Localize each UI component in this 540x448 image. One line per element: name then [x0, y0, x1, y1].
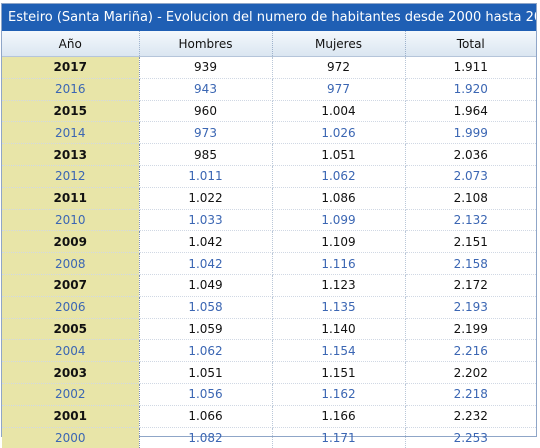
population-table: Año Hombres Mujeres Total 2017 939 972 1.91… [2, 31, 536, 448]
header-row: Año Hombres Mujeres Total [2, 31, 536, 57]
cell-mujeres: 1.026 [272, 121, 406, 145]
cell-year: 2001 [2, 405, 140, 428]
cell-total: 2.199 [405, 318, 536, 341]
table-row: 2001 1.066 1.166 2.232 [2, 405, 536, 428]
cell-year: 2005 [2, 318, 140, 341]
cell-hombres: 1.042 [139, 230, 273, 254]
cell-hombres: 960 [139, 100, 273, 123]
cell-total: 1.911 [405, 56, 536, 79]
cell-year: 2003 [2, 361, 140, 384]
cell-hombres: 1.049 [139, 274, 273, 297]
table-title: Esteiro (Santa Mariña) - Evolucion del n… [2, 4, 536, 31]
cell-total: 2.253 [453, 430, 488, 445]
cell-hombres: 985 [139, 143, 273, 166]
table-row: 2000 1.082 1.171 2.253 [2, 427, 536, 448]
cell-hombres: 1.062 [139, 339, 273, 363]
cell-year: 2011 [2, 187, 140, 210]
cell-total: 2.172 [405, 274, 536, 297]
cell-total: 2.193 [405, 296, 536, 319]
cell-mujeres: 1.099 [272, 209, 406, 232]
cell-mujeres: 977 [272, 78, 406, 101]
cell-total: 2.073 [405, 165, 536, 188]
cell-total: 2.232 [405, 405, 536, 428]
cell-total: 2.108 [405, 187, 536, 210]
cell-total: 2.216 [405, 339, 536, 363]
cell-year: 2013 [2, 143, 140, 166]
cell-year: 2006 [2, 296, 140, 319]
cell-total: 2.151 [405, 230, 536, 254]
cell-hombres: 1.022 [139, 187, 273, 210]
table-row: 2014 973 1.026 1.999 [2, 121, 536, 145]
header-hombres: Hombres [139, 31, 273, 57]
cell-mujeres: 1.086 [272, 187, 406, 210]
cell-mujeres: 1.109 [272, 230, 406, 254]
cell-total: 2.218 [405, 383, 536, 406]
cell-year: 2012 [2, 165, 140, 188]
table-row: 2007 1.049 1.123 2.172 [2, 274, 536, 297]
header-mujeres: Mujeres [272, 31, 406, 57]
cell-year: 2014 [2, 121, 140, 145]
table-row: 2012 1.011 1.062 2.073 [2, 165, 536, 188]
cell-year: 2002 [2, 383, 140, 406]
cell-mujeres: 1.171 [272, 427, 406, 448]
cell-hombres: 1.011 [139, 165, 273, 188]
cell-mujeres: 1.151 [272, 361, 406, 384]
cell-year: 2000 [2, 427, 140, 448]
cell-year: 2017 [2, 56, 140, 79]
cell-hombres: 1.051 [139, 361, 273, 384]
cell-year: 2015 [2, 100, 140, 123]
cell-mujeres: 1.166 [272, 405, 406, 428]
table-row: 2003 1.051 1.151 2.202 [2, 361, 536, 384]
header-total: Total [405, 31, 536, 57]
cell-hombres: 939 [139, 56, 273, 79]
cell-total: 2.158 [405, 252, 536, 275]
cell-hombres: 1.042 [139, 252, 273, 275]
table-row: 2002 1.056 1.162 2.218 [2, 383, 536, 406]
cell-hombres: 1.082 [139, 427, 273, 448]
cell-hombres: 943 [139, 78, 273, 101]
table-row: 2013 985 1.051 2.036 [2, 143, 536, 166]
cell-year: 2004 [2, 339, 140, 363]
cell-mujeres: 972 [272, 56, 406, 79]
cell-hombres: 973 [139, 121, 273, 145]
cell-year: 2016 [2, 78, 140, 101]
table-row: 2017 939 972 1.911 [2, 56, 536, 79]
table-row: 2015 960 1.004 1.964 [2, 100, 536, 123]
cell-mujeres: 1.123 [272, 274, 406, 297]
table-row: 2004 1.062 1.154 2.216 [2, 339, 536, 363]
cell-total: 1.920 [405, 78, 536, 101]
cell-total: 2.132 [405, 209, 536, 232]
cell-mujeres: 1.004 [272, 100, 406, 123]
cell-mujeres: 1.051 [272, 143, 406, 166]
cell-hombres: 1.059 [139, 318, 273, 341]
header-year: Año [2, 31, 140, 57]
cell-year: 2008 [2, 252, 140, 275]
cell-hombres: 1.058 [139, 296, 273, 319]
table-row: 2011 1.022 1.086 2.108 [2, 187, 536, 210]
cell-mujeres: 1.116 [272, 252, 406, 275]
cell-mujeres: 1.154 [272, 339, 406, 363]
table-row: 2009 1.042 1.109 2.151 [2, 230, 536, 254]
table-row: 2006 1.058 1.135 2.193 [2, 296, 536, 319]
table-row: 2016 943 977 1.920 [2, 78, 536, 101]
cell-hombres: 1.056 [139, 383, 273, 406]
cell-year: 2010 [2, 209, 140, 232]
cell-total: 1.964 [405, 100, 536, 123]
cell-year: 2009 [2, 230, 140, 254]
table-row: 2010 1.033 1.099 2.132 [2, 209, 536, 232]
cell-total: 2.202 [405, 361, 536, 384]
cell-mujeres: 1.162 [272, 383, 406, 406]
cell-total: 2.036 [405, 143, 536, 166]
cell-mujeres: 1.140 [272, 318, 406, 341]
table-row: 2008 1.042 1.116 2.158 [2, 252, 536, 275]
cell-year: 2007 [2, 274, 140, 297]
population-table-panel: Esteiro (Santa Mariña) - Evolucion del n… [1, 3, 537, 448]
cell-mujeres: 1.062 [272, 165, 406, 188]
cell-mujeres: 1.135 [272, 296, 406, 319]
cell-hombres: 1.033 [139, 209, 273, 232]
table-row: 2005 1.059 1.140 2.199 [2, 318, 536, 341]
cell-total: 1.999 [405, 121, 536, 145]
cell-hombres: 1.066 [139, 405, 273, 428]
